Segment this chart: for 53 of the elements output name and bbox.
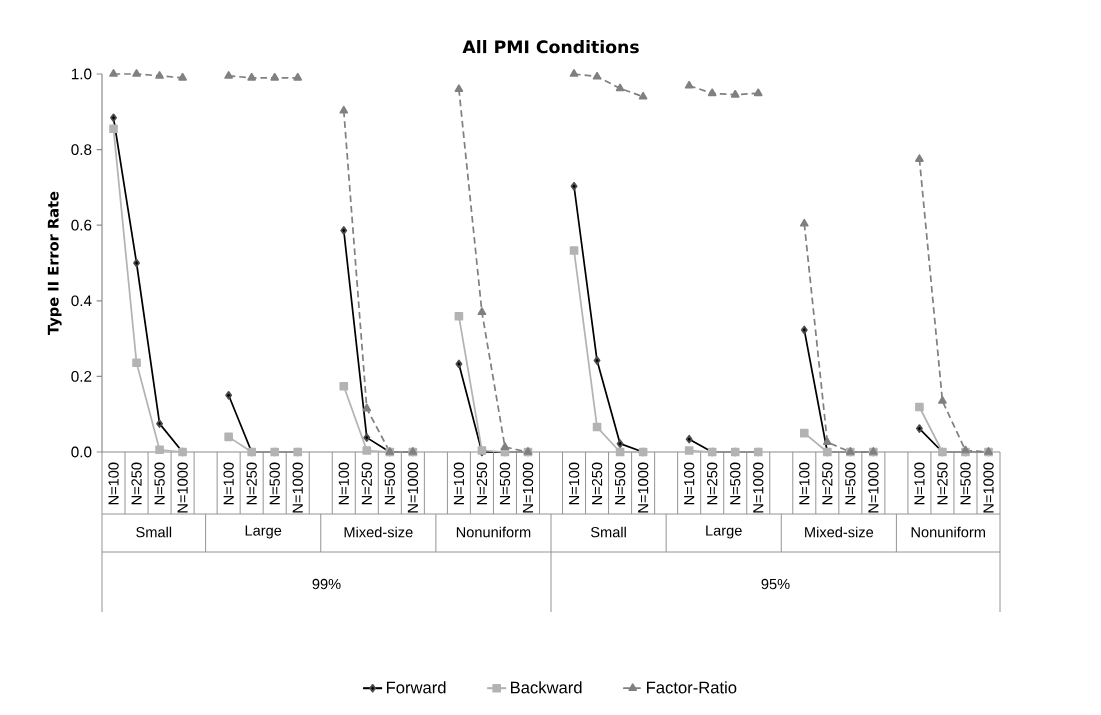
x-tick-label: N=100 <box>914 462 925 505</box>
y-tick-label: 0.8 <box>71 144 92 155</box>
text: Small <box>590 526 626 538</box>
x-tick-label: N=500 <box>730 462 741 505</box>
text: Nonuniform <box>456 526 531 538</box>
x-tick-label: N=250 <box>246 462 257 505</box>
x-tick-label: N=1000 <box>983 462 994 513</box>
x-tick-label: N=500 <box>384 462 395 505</box>
text: Mixed-size <box>805 526 874 538</box>
x-tick-label: N=100 <box>223 462 234 505</box>
x-tick-label: N=100 <box>453 462 465 505</box>
x-tick-label: N=500 <box>154 462 165 505</box>
x-tick-label: N=250 <box>361 462 372 505</box>
legend-label: Factor-Ratio <box>647 681 737 694</box>
x-tick-label: N=500 <box>269 462 280 505</box>
x-tick-label: N=250 <box>476 462 488 505</box>
legend-label: Forward <box>386 681 446 694</box>
x-tick-label: N=500 <box>845 462 856 505</box>
text: 95% <box>761 578 790 590</box>
x-tick-label: N=250 <box>131 462 142 505</box>
x-tick-label: N=1000 <box>292 462 303 513</box>
text: Nonuniform <box>911 526 985 538</box>
x-tick-label: N=100 <box>684 462 695 505</box>
x-tick-label: N=100 <box>338 462 349 505</box>
x-tick-label: N=1000 <box>407 462 419 513</box>
x-tick-label: N=250 <box>707 462 718 505</box>
x-tick-label: N=1000 <box>177 462 188 513</box>
x-tick-label: N=100 <box>568 462 580 505</box>
x-tick-label: N=500 <box>614 462 626 505</box>
chart-title: All PMI Conditions <box>462 39 639 54</box>
text: Large <box>245 525 282 539</box>
x-tick-label: N=1000 <box>637 462 649 513</box>
y-tick-label: 1.0 <box>71 68 92 80</box>
text: Small <box>136 526 172 538</box>
x-tick-label: N=100 <box>799 462 810 505</box>
x-tick-label: N=250 <box>822 462 833 505</box>
text: Large <box>706 525 742 539</box>
text: Mixed-size <box>344 526 413 538</box>
y-tick-label: 0.6 <box>71 219 92 231</box>
y-tick-label: 0.2 <box>71 370 92 382</box>
text: 99% <box>312 578 341 590</box>
x-tick-label: N=100 <box>108 462 119 505</box>
legend-label: Backward <box>510 681 582 694</box>
x-tick-label: N=250 <box>937 462 948 505</box>
y-tick-label: 0.4 <box>71 295 92 307</box>
y-tick-label: 0.0 <box>71 446 92 458</box>
x-tick-label: N=250 <box>591 462 603 505</box>
x-tick-label: N=1000 <box>868 462 879 513</box>
x-tick-label: N=1000 <box>522 462 534 513</box>
x-tick-label: N=1000 <box>753 462 764 513</box>
x-tick-label: N=500 <box>960 462 971 505</box>
x-tick-label: N=500 <box>499 462 511 505</box>
y-axis-title: Type II Error Rate <box>47 191 62 335</box>
